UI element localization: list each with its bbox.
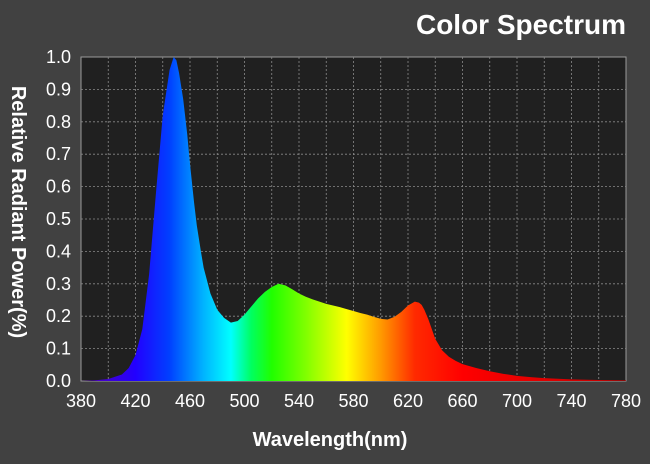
x-tick-label: 540 xyxy=(284,391,314,411)
x-tick-label: 580 xyxy=(338,391,368,411)
y-tick-label: 0.0 xyxy=(46,371,71,391)
y-tick-label: 0.6 xyxy=(46,177,71,197)
chart-title: Color Spectrum xyxy=(416,9,626,40)
x-tick-label: 620 xyxy=(393,391,423,411)
x-tick-label: 740 xyxy=(556,391,586,411)
y-tick-label: 0.2 xyxy=(46,306,71,326)
x-axis-ticks: 380 420 460 500 540 580 620 660 700 740 780 xyxy=(66,391,641,411)
x-axis-label: Wavelength(nm) xyxy=(253,429,408,451)
y-axis-ticks: 0.0 0.1 0.2 0.3 0.4 0.5 0.6 0.7 0.8 0.9 1.0 xyxy=(46,47,71,391)
y-tick-label: 0.3 xyxy=(46,274,71,294)
y-tick-label: 0.5 xyxy=(46,209,71,229)
x-tick-label: 700 xyxy=(502,391,532,411)
x-tick-label: 460 xyxy=(175,391,205,411)
y-tick-label: 0.1 xyxy=(46,339,71,359)
y-tick-label: 0.4 xyxy=(46,241,71,261)
y-axis-label: Relative Radiant Power(%) xyxy=(7,86,29,338)
y-tick-label: 0.7 xyxy=(46,144,71,164)
x-tick-label: 780 xyxy=(611,391,641,411)
x-tick-label: 500 xyxy=(229,391,259,411)
y-tick-label: 0.9 xyxy=(46,79,71,99)
y-tick-label: 0.8 xyxy=(46,112,71,132)
y-tick-label: 1.0 xyxy=(46,47,71,67)
spectrum-area xyxy=(81,57,626,381)
x-tick-label: 660 xyxy=(447,391,477,411)
x-tick-label: 380 xyxy=(66,391,96,411)
x-tick-label: 420 xyxy=(120,391,150,411)
